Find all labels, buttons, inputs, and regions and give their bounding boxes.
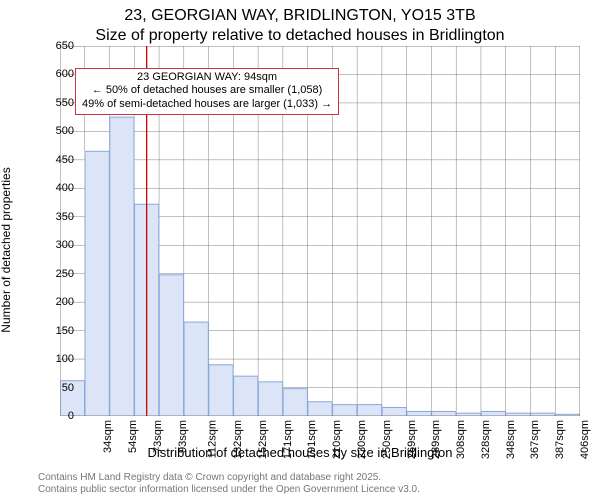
annotation-line-1: 23 GEORGIAN WAY: 94sqm <box>82 71 332 85</box>
y-tick-label: 0 <box>44 410 74 422</box>
chart-title: 23, GEORGIAN WAY, BRIDLINGTON, YO15 3TB … <box>0 0 600 46</box>
y-tick-label: 250 <box>44 268 74 280</box>
attribution-line-2: Contains public sector information licen… <box>38 484 420 496</box>
chart-container: 23, GEORGIAN WAY, BRIDLINGTON, YO15 3TB … <box>0 0 600 500</box>
title-line-2: Size of property relative to detached ho… <box>0 26 600 46</box>
histogram-bar <box>357 405 381 416</box>
y-tick-label: 400 <box>44 182 74 194</box>
x-axis-label: Distribution of detached houses by size … <box>0 445 600 460</box>
attribution: Contains HM Land Registry data © Crown c… <box>38 472 420 496</box>
y-tick-label: 450 <box>44 154 74 166</box>
y-tick-label: 550 <box>44 97 74 109</box>
y-tick-label: 300 <box>44 239 74 251</box>
histogram-bar <box>283 389 307 416</box>
histogram-bar <box>382 407 406 416</box>
y-tick-label: 350 <box>44 211 74 223</box>
annotation-box: 23 GEORGIAN WAY: 94sqm ← 50% of detached… <box>75 68 339 115</box>
annotation-line-3: 49% of semi-detached houses are larger (… <box>82 98 332 112</box>
y-tick-label: 200 <box>44 296 74 308</box>
histogram-bar <box>407 411 431 416</box>
y-tick-label: 600 <box>44 68 74 80</box>
histogram-bar <box>308 402 332 416</box>
y-tick-label: 100 <box>44 353 74 365</box>
y-tick-label: 650 <box>44 40 74 52</box>
y-tick-label: 150 <box>44 325 74 337</box>
histogram-bar <box>258 382 282 416</box>
histogram-bar <box>432 411 456 416</box>
histogram-bar <box>209 365 233 416</box>
histogram-bar <box>110 117 134 416</box>
histogram-bar <box>85 151 109 416</box>
histogram-bar <box>333 405 357 416</box>
histogram-bar <box>184 322 208 416</box>
plot-area: 23 GEORGIAN WAY: 94sqm ← 50% of detached… <box>60 46 580 416</box>
histogram-bar <box>481 411 505 416</box>
y-tick-label: 500 <box>44 125 74 137</box>
y-tick-label: 50 <box>44 382 74 394</box>
annotation-line-2: ← 50% of detached houses are smaller (1,… <box>82 84 332 98</box>
histogram-bar <box>234 376 258 416</box>
attribution-line-1: Contains HM Land Registry data © Crown c… <box>38 472 420 484</box>
y-axis-label: Number of detached properties <box>0 167 13 332</box>
histogram-bar <box>159 275 183 416</box>
title-line-1: 23, GEORGIAN WAY, BRIDLINGTON, YO15 3TB <box>0 6 600 26</box>
